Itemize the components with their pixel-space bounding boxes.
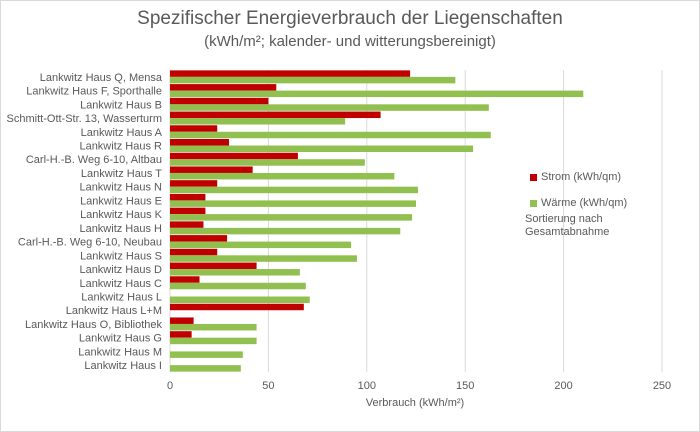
bar-waerme [170, 255, 357, 262]
bar-waerme [170, 296, 310, 303]
y-category-label: Lankwitz Haus N [79, 182, 162, 194]
bar-waerme [170, 118, 346, 125]
bar-waerme [170, 104, 489, 111]
y-category-label: Lankwitz Haus H [79, 223, 162, 235]
bar-strom [170, 207, 206, 215]
legend-swatch-strom [530, 173, 537, 181]
bar-waerme [170, 282, 306, 290]
bar-strom [170, 303, 304, 311]
bar-strom [170, 317, 194, 324]
bar-strom [170, 331, 192, 338]
legend-swatch-waerme [530, 199, 537, 207]
bar-waerme [170, 131, 491, 139]
x-tick-label: 50 [262, 380, 274, 392]
bar-strom [170, 221, 204, 228]
bar-strom [170, 139, 230, 146]
y-category-label: Lankwitz Haus G [79, 333, 162, 345]
y-category-label: Lankwitz Haus M [78, 346, 162, 358]
bar-waerme [170, 227, 401, 235]
chart-subtitle: (kWh/m²; kalender- und witterungsbereini… [204, 33, 496, 50]
bar-waerme [170, 337, 257, 345]
x-tick-label: 0 [167, 380, 173, 392]
legend-label-strom: Strom (kWh/qm) [541, 171, 622, 183]
y-category-label: Lankwitz Haus K [80, 209, 163, 221]
legend: Strom (kWh/qm) Wärme (kWh/qm) [530, 170, 627, 222]
y-category-label: Lankwitz Haus I [84, 360, 162, 372]
x-tick-label: 150 [456, 380, 474, 392]
bar-waerme [170, 145, 474, 152]
y-category-label: Carl-H.-B. Weg 6-10, Altbau [26, 154, 162, 166]
bar-series [170, 70, 584, 372]
x-tick-label: 250 [653, 380, 671, 392]
y-category-label: Lankwitz Haus S [80, 250, 162, 262]
bar-strom [170, 125, 218, 132]
y-category-label: Lankwitz Haus R [79, 141, 162, 153]
x-tick-label: 100 [358, 380, 376, 392]
bar-waerme [170, 159, 365, 166]
y-category-label: Lankwitz Haus T [81, 168, 162, 180]
bar-waerme [170, 269, 300, 276]
y-axis-labels: Lankwitz Haus Q, Mensa Lankwitz Haus F, S… [7, 72, 163, 372]
bar-waerme [170, 200, 416, 207]
bar-strom [170, 180, 218, 187]
sort-note: Sortierung nach Gesamtabnahme [525, 213, 610, 238]
bar-strom [170, 70, 411, 77]
y-category-label: Lankwitz Haus B [80, 99, 162, 111]
bar-waerme [170, 241, 352, 249]
bar-strom [170, 262, 257, 270]
y-category-label: Lankwitz Haus D [79, 264, 162, 276]
y-category-label: Lankwitz Haus Q, Mensa [40, 72, 163, 84]
bar-waerme [170, 76, 456, 84]
y-category-label: Schmitt-Ott-Str. 13, Wasserturm [7, 113, 162, 125]
bar-strom [170, 166, 253, 173]
bar-strom [170, 111, 381, 119]
legend-item-waerme: Wärme (kWh/qm) [530, 196, 627, 210]
x-tick-label: 200 [554, 380, 572, 392]
legend-item-strom: Strom (kWh/qm) [530, 170, 627, 184]
bar-waerme [170, 351, 243, 358]
bar-waerme [170, 172, 395, 180]
y-category-label: Lankwitz Haus L+M [66, 305, 162, 317]
bar-waerme [170, 214, 413, 221]
bar-strom [170, 193, 206, 201]
y-category-label: Lankwitz Haus L [81, 292, 162, 304]
x-axis-label: Verbrauch (kWh/m²) [366, 397, 464, 409]
bar-strom [170, 276, 200, 283]
bar-waerme [170, 323, 257, 331]
bar-strom [170, 248, 218, 256]
bar-waerme [170, 90, 584, 98]
bar-waerme [170, 365, 241, 372]
bar-strom [170, 152, 298, 160]
bar-waerme [170, 186, 418, 194]
bar-strom [170, 97, 269, 105]
x-axis-ticks: 0 50 100 150 200 250 [167, 380, 671, 392]
y-category-label: Lankwitz Haus A [81, 127, 163, 139]
y-category-label: Lankwitz Haus C [79, 278, 162, 290]
chart-title: Spezifischer Energieverbrauch der Liegen… [137, 8, 563, 29]
y-category-label: Lankwitz Haus E [80, 195, 162, 207]
bar-strom [170, 235, 228, 242]
y-category-label: Carl-H.-B. Weg 6-10, Neubau [18, 237, 162, 249]
y-category-label: Lankwitz Haus O, Bibliothek [25, 319, 162, 331]
legend-label-waerme: Wärme (kWh/qm) [541, 197, 628, 209]
bar-strom [170, 84, 277, 91]
y-category-label: Lankwitz Haus F, Sporthalle [26, 86, 162, 98]
